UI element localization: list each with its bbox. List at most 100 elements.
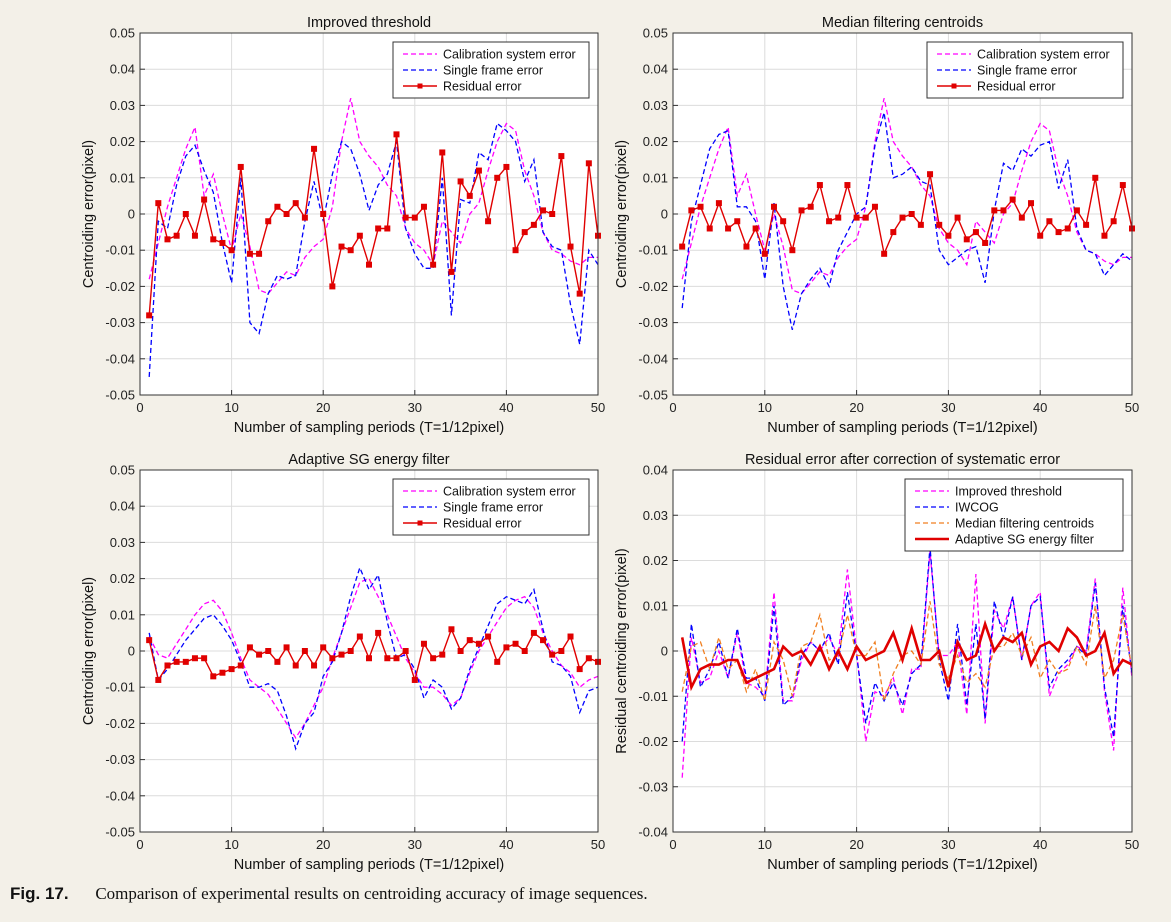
data-point: [549, 211, 556, 217]
legend-label: Improved threshold: [955, 485, 1062, 499]
y-tick-label: -0.03: [638, 315, 668, 330]
y-tick-label: -0.02: [638, 279, 668, 294]
data-point: [256, 651, 263, 658]
y-tick-label: -0.04: [638, 351, 668, 366]
y-tick-label: -0.04: [105, 351, 135, 366]
series-line-2: [681, 112, 1133, 330]
legend-label: Single frame error: [977, 64, 1077, 78]
y-tick-label: 0.04: [110, 62, 135, 77]
data-point: [457, 648, 464, 654]
x-axis-label: Number of sampling periods (T=1/12pixel): [234, 420, 504, 436]
legend-label: Adaptive SG energy filter: [955, 533, 1094, 547]
series-line-4: [680, 619, 1133, 692]
data-point: [715, 200, 722, 207]
data-point: [448, 626, 455, 633]
data-point: [1009, 196, 1016, 203]
data-point: [871, 203, 878, 210]
x-tick-label: 30: [941, 400, 955, 415]
data-point: [155, 676, 162, 683]
data-point: [1119, 182, 1126, 189]
data-point: [466, 192, 473, 199]
data-point: [1101, 232, 1108, 239]
data-point: [182, 211, 189, 217]
y-tick-label: -0.05: [638, 388, 668, 403]
legend-label: Median filtering centroids: [955, 517, 1094, 531]
y-tick-label: 0.01: [110, 607, 135, 622]
legend-label: Calibration system error: [977, 48, 1110, 62]
chart-panel-4: 0 10 20 30 40 50 -0.04 -0.03 -0.02 -0.01 0 0.01 0.02…: [614, 452, 1139, 873]
legend: Calibration system error Single frame err…: [926, 41, 1124, 99]
data-point: [283, 644, 290, 651]
data-point: [347, 648, 354, 654]
data-point: [329, 655, 336, 662]
y-tick-label: -0.04: [105, 788, 135, 803]
data-point: [844, 182, 851, 189]
data-point: [789, 247, 796, 254]
data-point: [972, 229, 979, 236]
series-line-1: [148, 577, 599, 740]
data-point: [219, 239, 226, 246]
data-point: [201, 655, 208, 662]
y-tick-label: -0.01: [105, 680, 135, 695]
data-point: [752, 225, 759, 232]
data-point: [576, 666, 583, 673]
data-point: [182, 658, 189, 665]
x-tick-label: 30: [408, 837, 422, 852]
data-point: [384, 655, 391, 662]
y-tick-label: -0.05: [105, 825, 135, 840]
data-point: [954, 214, 961, 221]
legend-label: Residual error: [977, 80, 1056, 94]
data-point: [210, 673, 217, 680]
y-tick-label: 0.04: [643, 463, 668, 478]
data-point: [191, 232, 198, 239]
data-point: [384, 225, 391, 232]
data-point: [927, 171, 934, 178]
data-point: [237, 163, 244, 170]
data-point: [512, 247, 519, 254]
data-point: [1018, 214, 1025, 221]
data-point: [439, 149, 446, 156]
data-point: [485, 218, 492, 225]
data-point: [301, 648, 308, 654]
data-point: [237, 662, 244, 669]
data-point: [706, 225, 713, 232]
data-point: [862, 214, 869, 221]
y-tick-label: -0.05: [105, 388, 135, 403]
data-point: [770, 203, 777, 210]
y-tick-label: 0.01: [110, 170, 135, 185]
data-point: [576, 290, 583, 297]
x-tick-label: 50: [1125, 837, 1139, 852]
data-point: [457, 178, 464, 185]
x-tick-label: 50: [591, 837, 605, 852]
legend-label: IWCOG: [955, 501, 999, 515]
data-point: [549, 651, 556, 658]
data-point: [835, 214, 842, 221]
data-point: [798, 207, 805, 214]
data-point: [521, 648, 528, 654]
data-point: [219, 669, 226, 676]
legend-box: [392, 41, 590, 99]
data-point: [402, 648, 409, 654]
data-point: [246, 250, 253, 257]
data-point: [356, 232, 363, 239]
y-tick-label: 0: [128, 644, 135, 659]
y-tick-label: -0.02: [105, 279, 135, 294]
legend-label: Single frame error: [443, 501, 543, 515]
legend-label: Calibration system error: [443, 48, 576, 62]
x-tick-label: 40: [499, 837, 513, 852]
y-tick-label: 0.04: [110, 499, 135, 514]
data-point: [366, 261, 372, 268]
chart-title: Median filtering centroids: [822, 15, 983, 31]
data-point: [761, 250, 768, 257]
data-point: [283, 211, 290, 217]
y-axis-label: Centroiding error(pixel): [81, 140, 97, 288]
data-point: [908, 211, 915, 217]
data-point: [503, 163, 510, 170]
data-point: [201, 196, 208, 203]
series-line-1: [148, 98, 598, 295]
y-axis-label: Centroiding error(pixel): [81, 577, 97, 725]
data-point: [936, 221, 943, 228]
data-point: [963, 236, 970, 243]
x-tick-label: 10: [224, 837, 238, 852]
data-point: [780, 218, 787, 225]
